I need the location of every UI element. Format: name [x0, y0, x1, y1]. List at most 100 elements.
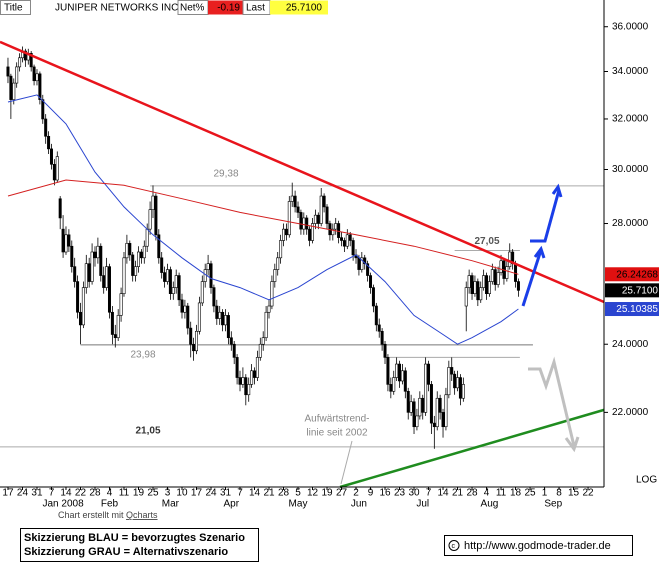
candle-body [453, 373, 457, 389]
candle-body [432, 422, 436, 428]
net-value: -0.19 [217, 3, 240, 14]
candle-body [192, 343, 196, 352]
candle-body [113, 334, 117, 339]
candle-body [290, 195, 294, 202]
candle-body [29, 52, 33, 68]
candle-body [342, 240, 346, 247]
month-label: Jul [416, 499, 429, 510]
candle-body [151, 195, 155, 210]
candle-body [348, 234, 352, 241]
x-tick-label: 28 [278, 488, 290, 499]
candle-body [93, 251, 97, 259]
candle-body [250, 370, 254, 385]
x-tick-label: 31 [31, 488, 43, 499]
candle-body [84, 263, 88, 288]
candle-body [357, 257, 361, 270]
candle-body [409, 401, 413, 413]
candle-body [38, 73, 42, 100]
candle-body [44, 118, 48, 137]
candle-body [47, 135, 51, 150]
candle-body [421, 397, 425, 413]
candle-body [325, 206, 329, 224]
candle-body [406, 390, 410, 413]
candle-body [508, 251, 512, 267]
candle-body [78, 311, 82, 326]
candle-body [64, 234, 68, 253]
credit-link[interactable]: Qcharts [126, 510, 158, 520]
candle-body [479, 287, 483, 301]
x-tick-label: 19 [321, 488, 333, 499]
candle-body [67, 234, 71, 247]
candle-body [435, 397, 439, 428]
candle-body [15, 66, 19, 84]
candle-body [55, 156, 59, 181]
candle-body [200, 281, 204, 304]
candle-body [514, 263, 518, 282]
candle-body [174, 275, 178, 288]
x-tick-label: 3 [165, 488, 171, 499]
x-tick-label: 5 [295, 488, 301, 499]
candle-body [499, 260, 503, 273]
legend-gray: Skizzierung GRAU = Alternativszenario [24, 546, 228, 558]
blue-arrow [530, 183, 563, 243]
candle-body [105, 266, 109, 288]
x-tick-label: 27 [336, 488, 348, 499]
x-tick-label: 24 [17, 488, 29, 499]
candle-body [424, 363, 428, 413]
value-box [605, 302, 659, 317]
candle-body [383, 343, 387, 358]
copyright-box [444, 535, 633, 556]
candle-body [447, 367, 451, 396]
x-tick-label: 4 [107, 488, 113, 499]
x-tick-label: 14 [60, 488, 72, 499]
blue-arrow [521, 245, 546, 307]
level-label: 29,38 [213, 168, 238, 179]
candle-body [168, 269, 172, 294]
month-label: Jun [351, 499, 367, 510]
y-tick-label: 24.0000 [612, 339, 649, 350]
y-tick-label: 32.0000 [612, 114, 649, 125]
candle-body [235, 357, 239, 378]
candle-body [255, 357, 259, 378]
candle-body [76, 281, 80, 313]
value-box [605, 283, 659, 298]
candle-body [284, 228, 288, 236]
candle-body [148, 209, 152, 230]
candle-body [487, 281, 491, 294]
x-tick-label: 11 [496, 488, 507, 499]
candle-body [273, 269, 277, 282]
candle-body [90, 251, 94, 282]
candle-body [203, 269, 207, 282]
candle-body [221, 311, 225, 326]
x-tick-label: 23 [394, 488, 406, 499]
candle-body [160, 257, 164, 273]
copyright[interactable]: http://www.godmode-trader.de [464, 540, 611, 552]
blue-scenario [521, 183, 563, 307]
trendline [339, 408, 605, 489]
candle-body [6, 66, 10, 77]
candle-body [165, 269, 169, 282]
value-box-label: 25.7100 [622, 285, 659, 296]
candle-body [456, 377, 460, 389]
x-tick-label: 22 [75, 488, 87, 499]
candle-body [142, 245, 146, 259]
x-tick-label: 30 [408, 488, 420, 499]
net-value-box [208, 0, 243, 15]
candle-body [311, 223, 315, 241]
candle-body [134, 266, 138, 276]
x-tick-label: 10 [176, 488, 188, 499]
x-tick-label: 2 [353, 488, 359, 499]
x-tick-label: 9 [368, 488, 374, 499]
candle-body [470, 275, 474, 294]
candle-body [32, 66, 36, 82]
candle-body [154, 195, 158, 236]
candle-body [345, 234, 349, 247]
candle-body [58, 198, 62, 219]
candle-body [49, 148, 53, 165]
candle-body [102, 275, 106, 288]
candle-body [293, 195, 297, 208]
candle-body [279, 240, 283, 259]
candle-body [340, 237, 344, 241]
y-tick-label: 22.0000 [612, 407, 649, 418]
candle-body [282, 228, 286, 241]
